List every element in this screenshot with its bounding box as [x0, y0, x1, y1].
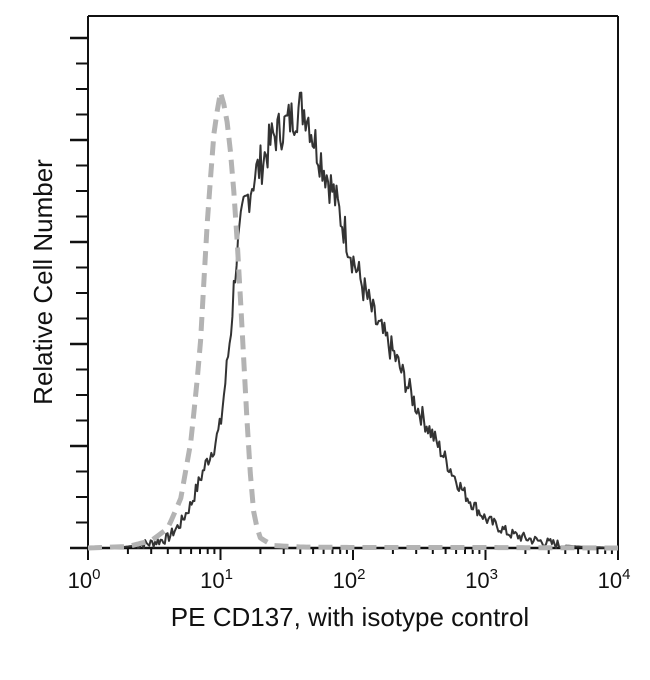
x-tick-label: 101 [200, 566, 233, 593]
plot-frame [87, 15, 619, 550]
isotype-control-histogram-line [87, 89, 618, 551]
x-tick-label: 100 [68, 566, 101, 593]
y-axis-ticks [70, 36, 88, 550]
x-tick-label: 104 [598, 566, 631, 593]
x-tick-label: 103 [465, 566, 498, 593]
x-tick-label: 102 [333, 566, 366, 593]
x-axis-title: PE CD137, with isotype control [171, 602, 529, 632]
y-axis-title: Relative Cell Number [28, 159, 58, 405]
cd137-stained-histogram-line [111, 91, 619, 549]
series-layer [87, 89, 619, 551]
x-tick-labels: 100 101 102 103 104 [68, 566, 631, 593]
